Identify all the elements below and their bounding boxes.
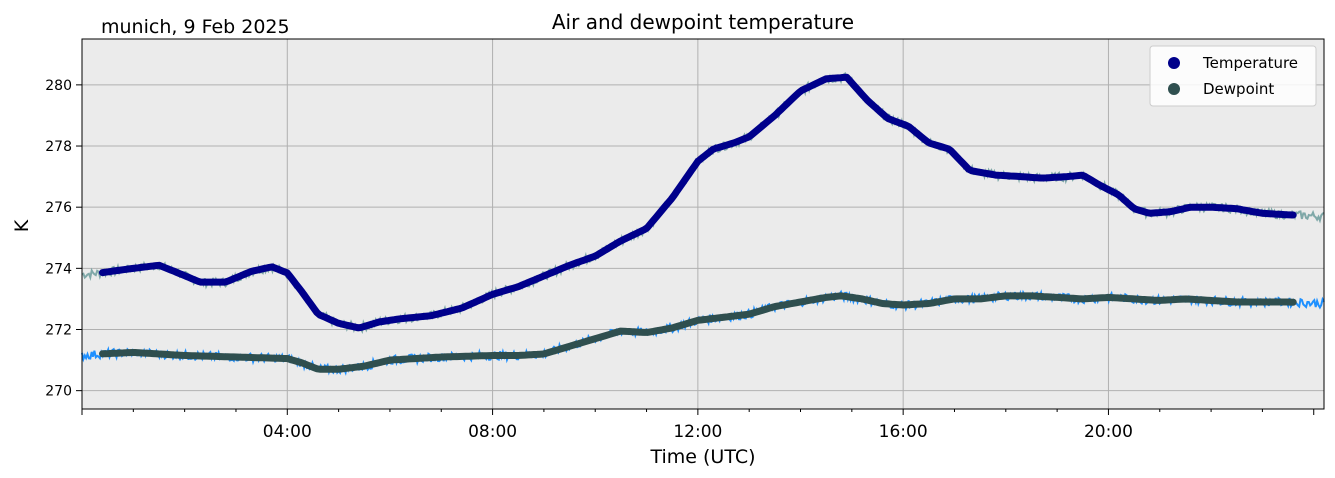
y-tick-label: 280 xyxy=(45,78,72,94)
x-tick-label: 12:00 xyxy=(673,422,722,442)
y-tick-label: 278 xyxy=(45,139,72,155)
x-tick-label: 20:00 xyxy=(1084,422,1133,442)
legend-label-temperature: Temperature xyxy=(1202,54,1298,72)
location-date-label: munich, 9 Feb 2025 xyxy=(101,16,290,38)
legend: Temperature Dewpoint xyxy=(1149,45,1317,107)
y-tick-label: 274 xyxy=(45,261,72,277)
x-axis-label: Time (UTC) xyxy=(649,446,755,468)
series-line-dewpoint xyxy=(99,292,1297,373)
x-tick-label: 08:00 xyxy=(468,422,517,442)
axis-ticks: 04:00 08:00 12:00 16:00 20:00 270 272 274 276 278… xyxy=(45,78,1315,442)
chart-title: Air and dewpoint temperature xyxy=(552,10,854,34)
legend-box xyxy=(1149,45,1317,107)
y-tick-label: 270 xyxy=(45,384,72,400)
grid-lines xyxy=(82,39,1324,409)
plot-frame xyxy=(81,38,1325,410)
y-axis-label: K xyxy=(11,219,33,232)
x-tick-label: 04:00 xyxy=(263,422,312,442)
series-line-temperature xyxy=(99,73,1297,332)
x-tick-label: 16:00 xyxy=(879,422,928,442)
series-lines xyxy=(99,73,1297,373)
legend-label-dewpoint: Dewpoint xyxy=(1203,80,1274,98)
legend-marker-temperature xyxy=(1168,57,1180,69)
y-tick-label: 276 xyxy=(45,200,72,216)
plot-area xyxy=(82,39,1324,409)
y-tick-label: 272 xyxy=(45,322,72,338)
legend-marker-dewpoint xyxy=(1168,83,1180,95)
